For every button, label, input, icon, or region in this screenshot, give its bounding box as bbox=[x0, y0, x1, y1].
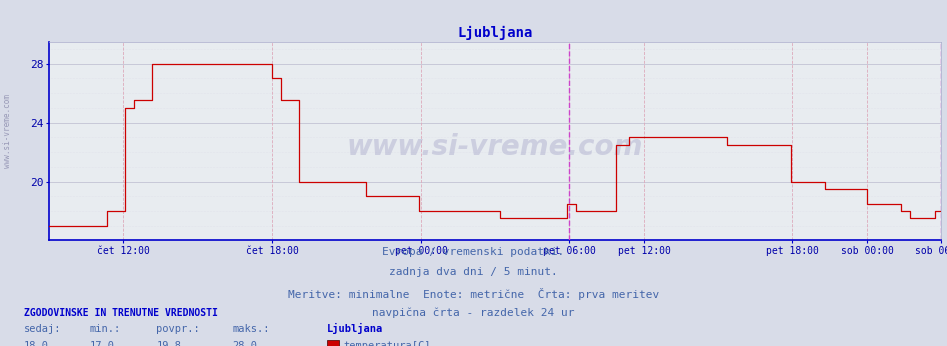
Text: 18,0: 18,0 bbox=[24, 341, 48, 346]
Text: www.si-vreme.com: www.si-vreme.com bbox=[347, 133, 644, 161]
Text: navpična črta - razdelek 24 ur: navpična črta - razdelek 24 ur bbox=[372, 308, 575, 318]
Text: zadnja dva dni / 5 minut.: zadnja dva dni / 5 minut. bbox=[389, 267, 558, 277]
Text: min.:: min.: bbox=[90, 324, 121, 334]
Text: temperatura[C]: temperatura[C] bbox=[344, 341, 431, 346]
Text: Evropa / vremenski podatki.: Evropa / vremenski podatki. bbox=[383, 247, 564, 257]
Text: 19,8: 19,8 bbox=[156, 341, 181, 346]
Text: 17,0: 17,0 bbox=[90, 341, 115, 346]
Text: www.si-vreme.com: www.si-vreme.com bbox=[3, 94, 12, 169]
Title: Ljubljana: Ljubljana bbox=[457, 26, 533, 40]
Text: 28,0: 28,0 bbox=[232, 341, 257, 346]
Text: maks.:: maks.: bbox=[232, 324, 270, 334]
Text: Meritve: minimalne  Enote: metrične  Črta: prva meritev: Meritve: minimalne Enote: metrične Črta:… bbox=[288, 288, 659, 300]
Text: Ljubljana: Ljubljana bbox=[327, 323, 383, 334]
Text: sedaj:: sedaj: bbox=[24, 324, 62, 334]
Text: ZGODOVINSKE IN TRENUTNE VREDNOSTI: ZGODOVINSKE IN TRENUTNE VREDNOSTI bbox=[24, 308, 218, 318]
Text: povpr.:: povpr.: bbox=[156, 324, 200, 334]
